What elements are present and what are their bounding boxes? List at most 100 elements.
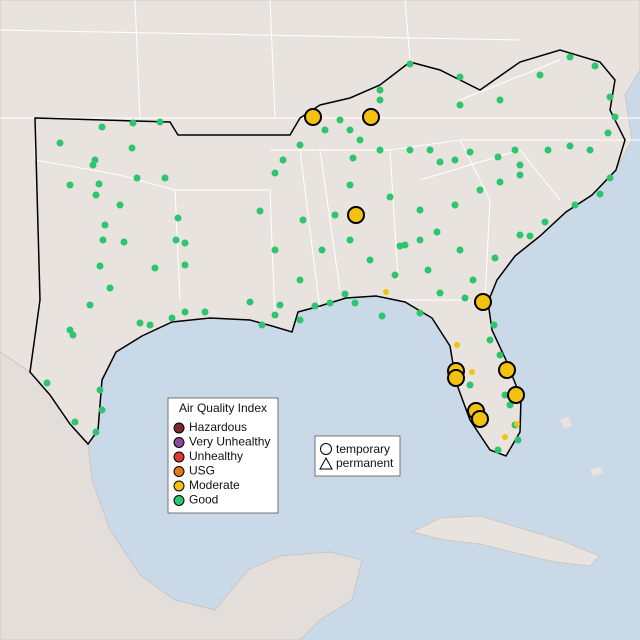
shape-legend-label: permanent bbox=[336, 456, 394, 470]
legend-swatch bbox=[173, 480, 185, 492]
good-monitor bbox=[98, 123, 106, 131]
good-monitor bbox=[451, 156, 459, 164]
good-monitor bbox=[172, 236, 180, 244]
good-monitor bbox=[376, 146, 384, 154]
land-bahamas bbox=[560, 416, 603, 476]
legend-label: Good bbox=[189, 493, 218, 507]
moderate-temporary-monitor bbox=[474, 293, 492, 311]
legend-swatch bbox=[173, 466, 185, 477]
good-monitor bbox=[456, 73, 464, 81]
legend-label: Unhealthy bbox=[189, 449, 243, 463]
good-monitor bbox=[566, 53, 574, 61]
good-monitor bbox=[271, 169, 279, 177]
good-monitor bbox=[566, 142, 574, 150]
temporary-symbol bbox=[320, 443, 332, 455]
legend-box bbox=[167, 397, 279, 514]
good-monitor bbox=[71, 418, 79, 426]
good-monitor bbox=[401, 241, 409, 249]
legend-label: Moderate bbox=[189, 478, 240, 492]
good-monitor bbox=[496, 178, 504, 186]
good-monitor bbox=[311, 302, 319, 310]
moderate-monitor bbox=[383, 289, 389, 295]
good-monitor bbox=[378, 312, 386, 320]
good-monitor bbox=[156, 118, 164, 126]
good-monitor bbox=[69, 331, 77, 339]
good-monitor bbox=[456, 101, 464, 109]
good-monitor bbox=[496, 351, 504, 359]
good-monitor bbox=[536, 71, 544, 79]
good-monitor bbox=[586, 146, 594, 154]
good-monitor bbox=[106, 284, 114, 292]
good-monitor bbox=[133, 174, 141, 182]
good-monitor bbox=[486, 336, 494, 344]
good-monitor bbox=[321, 126, 329, 134]
good-monitor bbox=[514, 436, 522, 444]
good-monitor bbox=[168, 314, 176, 322]
good-monitor bbox=[506, 401, 514, 409]
good-monitor bbox=[56, 139, 64, 147]
legend-title: Air Quality Index bbox=[179, 401, 267, 415]
good-monitor bbox=[406, 60, 414, 68]
good-monitor bbox=[151, 264, 159, 272]
legend-label: Hazardous bbox=[189, 420, 247, 434]
good-monitor bbox=[296, 316, 304, 324]
good-monitor bbox=[544, 146, 552, 154]
good-monitor bbox=[606, 93, 614, 101]
moderate-temporary-monitor bbox=[498, 361, 516, 379]
good-monitor bbox=[349, 154, 357, 162]
good-monitor bbox=[433, 228, 441, 236]
moderate-temporary-monitor bbox=[347, 206, 365, 224]
good-monitor bbox=[511, 146, 519, 154]
good-monitor bbox=[181, 261, 189, 269]
good-monitor bbox=[461, 294, 469, 302]
good-monitor bbox=[469, 276, 477, 284]
good-monitor bbox=[571, 201, 579, 209]
good-monitor bbox=[606, 174, 614, 182]
good-monitor bbox=[591, 62, 599, 70]
legend-swatch bbox=[173, 495, 185, 506]
legend-label: Very Unhealthy bbox=[189, 435, 270, 449]
moderate-monitor bbox=[469, 369, 475, 375]
good-monitor bbox=[356, 136, 364, 144]
good-monitor bbox=[146, 321, 154, 329]
good-monitor bbox=[466, 148, 474, 156]
good-monitor bbox=[436, 158, 444, 166]
good-monitor bbox=[271, 246, 279, 254]
moderate-temporary-monitor bbox=[304, 108, 322, 126]
good-monitor bbox=[256, 207, 264, 215]
moderate-temporary-monitor bbox=[471, 410, 489, 428]
good-monitor bbox=[86, 301, 94, 309]
good-monitor bbox=[129, 119, 137, 127]
moderate-temporary-monitor bbox=[362, 108, 380, 126]
good-monitor bbox=[476, 186, 484, 194]
good-monitor bbox=[128, 144, 136, 152]
good-monitor bbox=[426, 146, 434, 154]
good-monitor bbox=[526, 232, 534, 240]
good-monitor bbox=[496, 96, 504, 104]
moderate-monitor bbox=[502, 434, 508, 440]
good-monitor bbox=[451, 201, 459, 209]
good-monitor bbox=[96, 386, 104, 394]
good-monitor bbox=[98, 406, 106, 414]
good-monitor bbox=[386, 193, 394, 201]
moderate-temporary-monitor bbox=[507, 386, 525, 404]
monitors bbox=[43, 53, 619, 454]
good-monitor bbox=[391, 271, 399, 279]
good-monitor bbox=[436, 289, 444, 297]
good-monitor bbox=[43, 379, 51, 387]
good-monitor bbox=[346, 181, 354, 189]
good-monitor bbox=[161, 174, 169, 182]
good-monitor bbox=[456, 246, 464, 254]
good-monitor bbox=[331, 211, 339, 219]
good-monitor bbox=[174, 214, 182, 222]
good-monitor bbox=[336, 116, 344, 124]
good-monitor bbox=[95, 180, 103, 188]
good-monitor bbox=[271, 311, 279, 319]
good-monitor bbox=[120, 238, 128, 246]
good-monitor bbox=[246, 298, 254, 306]
good-monitor bbox=[66, 181, 74, 189]
good-monitor bbox=[494, 153, 502, 161]
good-monitor bbox=[416, 309, 424, 317]
